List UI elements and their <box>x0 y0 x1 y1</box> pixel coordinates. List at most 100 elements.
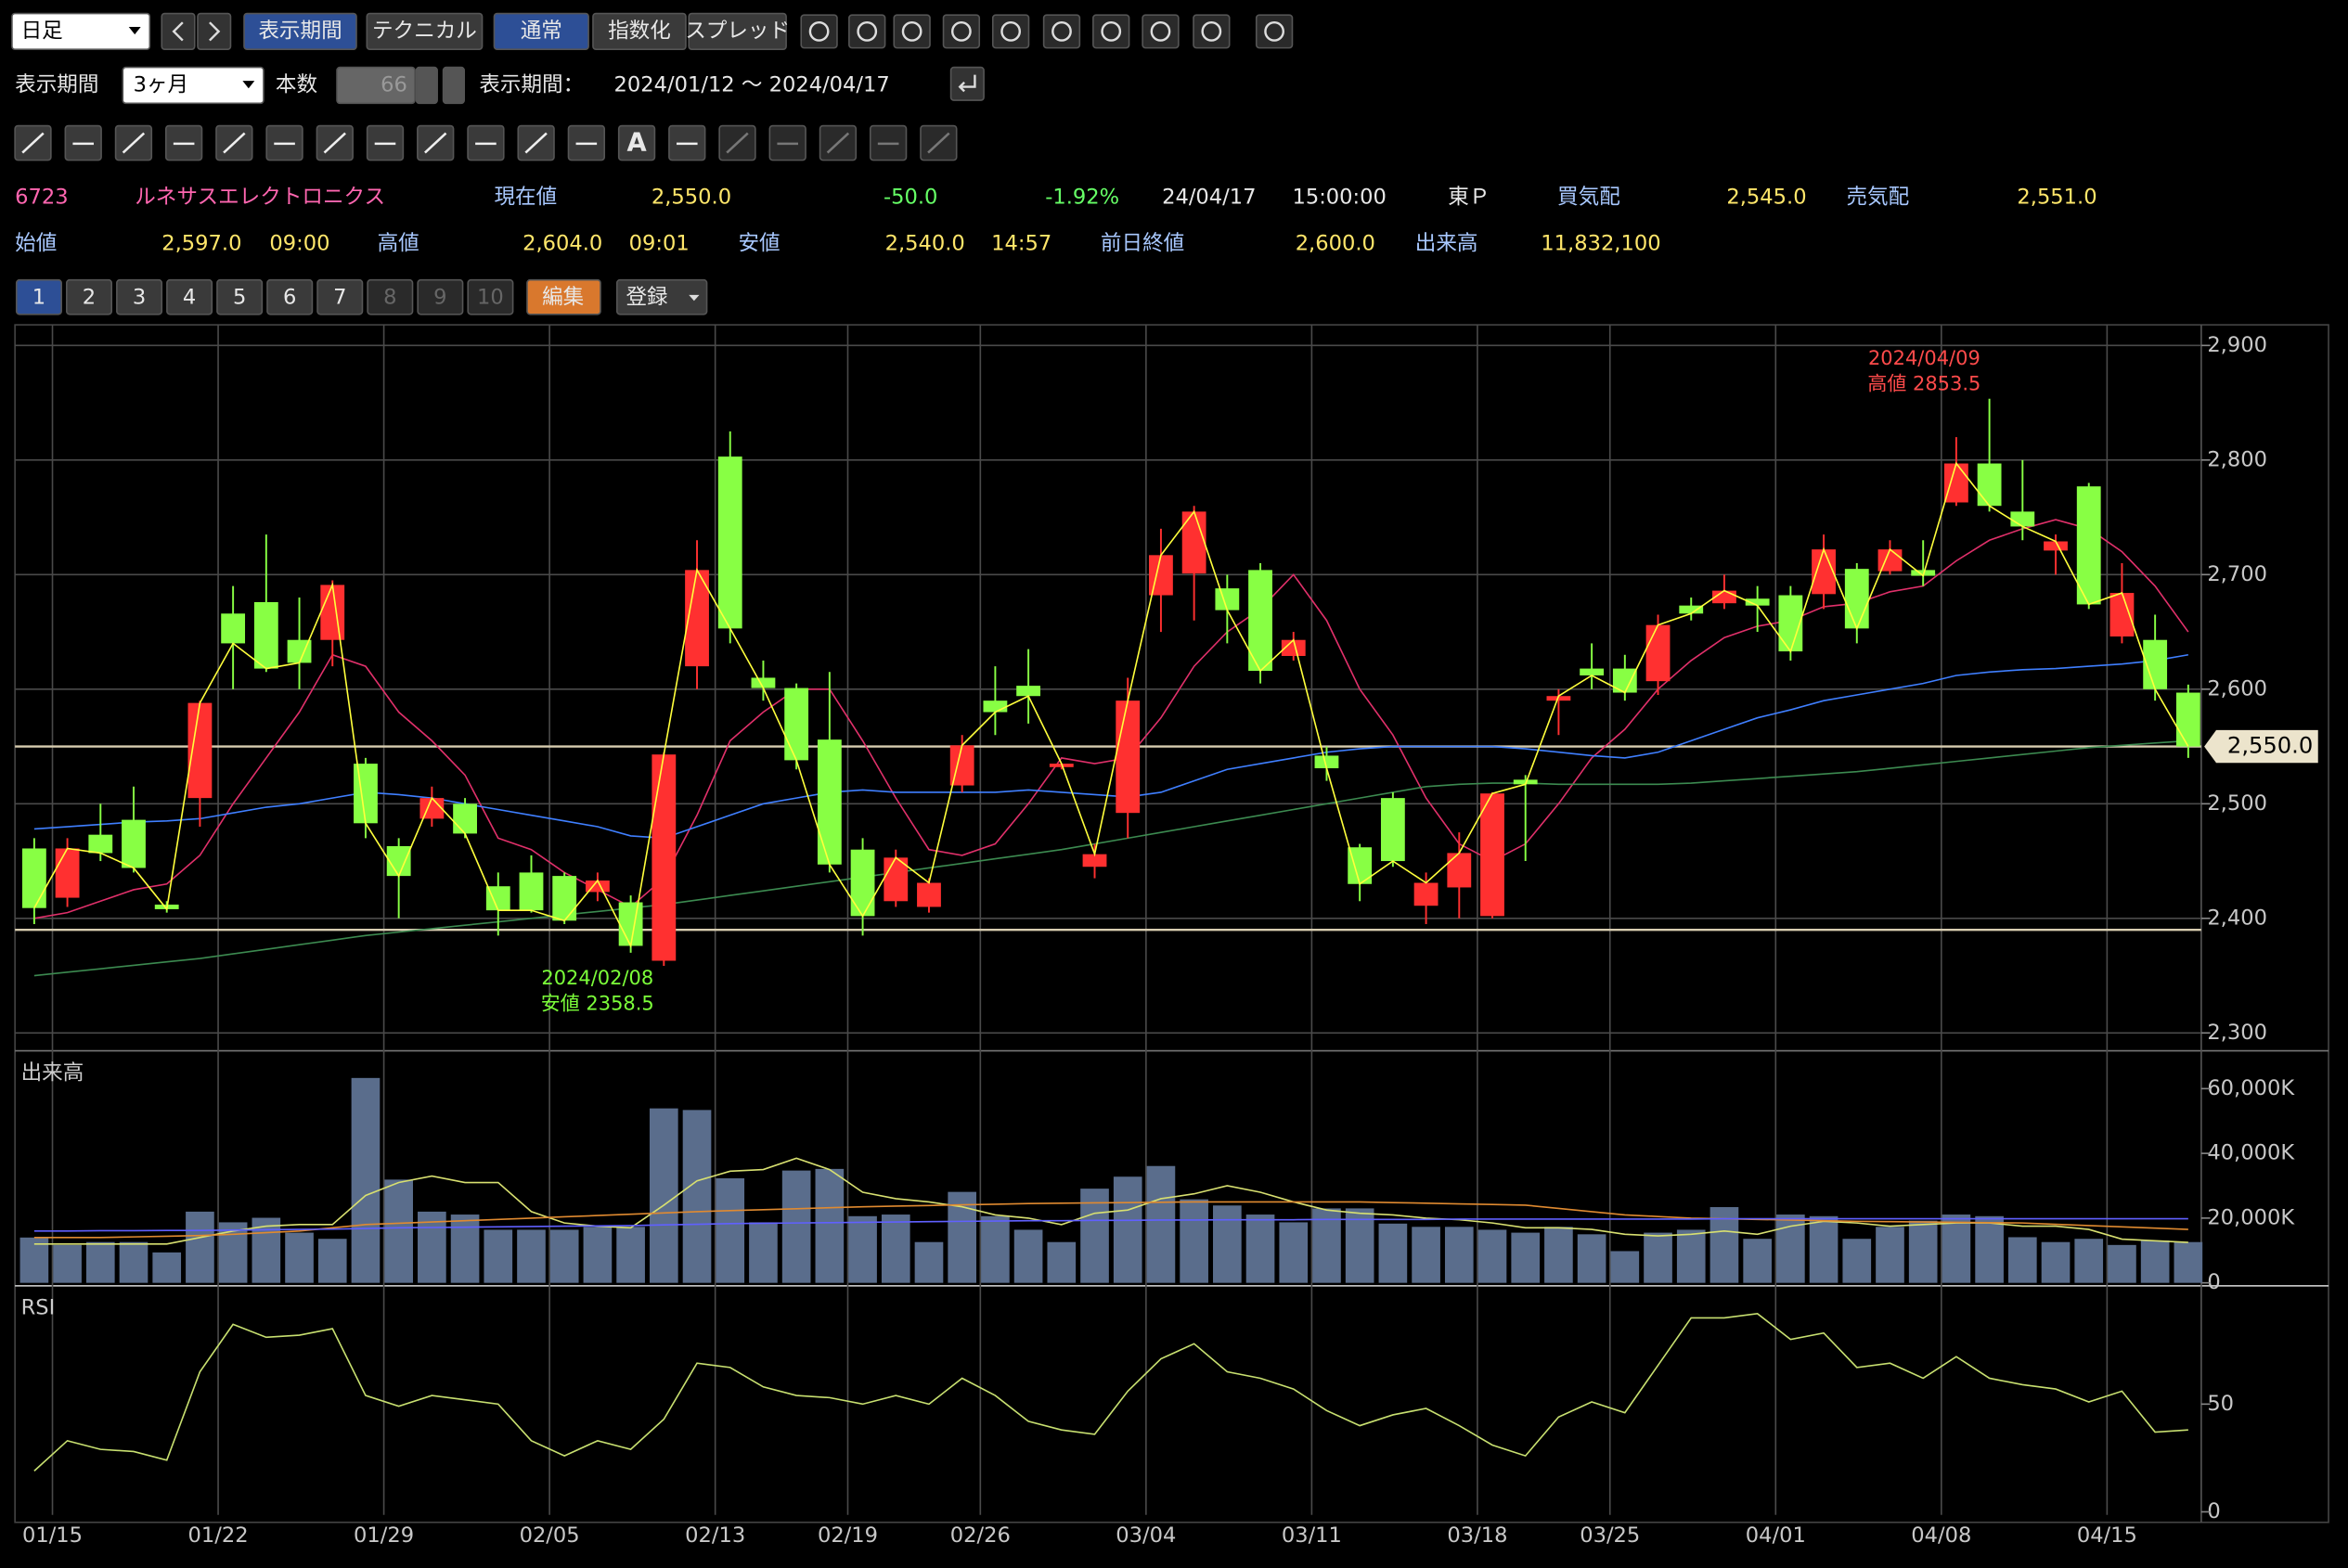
nav-button[interactable] <box>161 12 196 51</box>
toolbar-button[interactable] <box>366 12 484 51</box>
quote-field: -50.0 <box>884 185 937 209</box>
tool-icon[interactable] <box>991 14 1030 49</box>
candle-body <box>122 819 146 868</box>
toolbar-button-text: テクニカル <box>372 19 477 43</box>
toolbar-button[interactable] <box>243 12 357 51</box>
chart-tab[interactable] <box>316 278 364 315</box>
chart-tab[interactable] <box>467 278 514 315</box>
y-tick-label: 0 <box>2207 1499 2220 1523</box>
volume-bar <box>749 1222 778 1283</box>
candle-body <box>817 739 842 865</box>
dropdown-arrow <box>689 294 700 302</box>
count-spinner[interactable] <box>442 66 465 105</box>
register-button[interactable] <box>615 278 708 315</box>
candle-body <box>1380 798 1405 862</box>
volume-bar <box>85 1241 115 1283</box>
range-value: 2024/01/12 ～ 2024/04/17 <box>614 72 890 96</box>
candle-body <box>585 880 610 893</box>
average-line <box>33 1217 2188 1232</box>
volume-bar <box>1180 1199 1208 1283</box>
quote-field: 買気配 <box>1557 185 1620 209</box>
tool-icon[interactable] <box>800 14 838 49</box>
volume-bar <box>285 1232 314 1283</box>
panel-title: RSI <box>21 1296 56 1320</box>
candle-body <box>21 848 46 908</box>
return-button[interactable] <box>949 66 985 101</box>
candle-body <box>850 849 875 917</box>
volume-bar <box>1477 1229 1507 1283</box>
tool-icon[interactable] <box>1193 14 1231 49</box>
count-input[interactable] <box>336 66 416 105</box>
text-tool: A <box>626 128 647 157</box>
volume-bar <box>716 1177 745 1283</box>
volume-bar <box>1312 1208 1341 1283</box>
x-tick-label: 03/25 <box>1580 1523 1640 1548</box>
quote-field: 始値 <box>15 231 57 255</box>
chart-tab[interactable] <box>15 278 62 315</box>
range-select[interactable] <box>122 66 264 105</box>
volume-bar <box>119 1241 148 1283</box>
tool-icon[interactable] <box>1142 14 1180 49</box>
draw-tool[interactable] <box>617 124 656 161</box>
volume-bar <box>781 1170 811 1283</box>
quote-field: 24/04/17 <box>1162 185 1256 209</box>
candle-body <box>1513 779 1538 785</box>
candle-body <box>320 585 345 640</box>
price-tag-label: 2,550.0 <box>2227 733 2313 759</box>
tool-icon[interactable] <box>893 14 931 49</box>
tool-icon[interactable] <box>848 14 886 49</box>
volume-bar <box>1709 1207 1739 1283</box>
candle-body <box>751 677 776 688</box>
volume-bar <box>649 1108 678 1283</box>
x-tick-label: 03/04 <box>1116 1523 1176 1548</box>
icon-glyph <box>1101 20 1122 42</box>
candle-body <box>1580 668 1605 675</box>
toolbar-button[interactable] <box>592 12 687 51</box>
candle-body <box>1645 624 1671 682</box>
candle-body <box>2109 593 2135 637</box>
close-line <box>33 461 2189 948</box>
chart-tab[interactable] <box>166 278 213 315</box>
tool-glyph <box>826 132 850 154</box>
chart-tab[interactable] <box>216 278 264 315</box>
candle-body <box>1281 639 1306 657</box>
toolbar-button[interactable] <box>688 12 787 51</box>
volume-bar <box>1610 1251 1640 1283</box>
tool-icon[interactable] <box>1255 14 1294 49</box>
chart-tab[interactable] <box>116 278 163 315</box>
candle-body <box>717 456 742 629</box>
candle-body <box>1181 511 1206 574</box>
x-tick-label: 01/15 <box>22 1523 83 1548</box>
volume-bar <box>549 1229 579 1283</box>
tool-icon[interactable] <box>1092 14 1130 49</box>
toolbar-button[interactable] <box>493 12 589 51</box>
count-spinner[interactable] <box>415 66 438 105</box>
volume-bar <box>2007 1237 2037 1283</box>
quote-field: 安値 <box>738 231 780 255</box>
y-tick-label: 20,000K <box>2207 1205 2295 1229</box>
tool-icon[interactable] <box>942 14 981 49</box>
volume-bar <box>2074 1239 2104 1283</box>
nav-button[interactable] <box>197 12 232 51</box>
volume-bar <box>848 1215 877 1283</box>
tool-icon[interactable] <box>1042 14 1081 49</box>
annotation: 2024/02/08 <box>541 967 653 989</box>
x-tick-label: 03/18 <box>1447 1523 1507 1548</box>
chart-tab[interactable] <box>65 278 113 315</box>
candle-body <box>1546 696 1571 701</box>
chart-tab[interactable] <box>417 278 464 315</box>
chart-tab[interactable] <box>367 278 414 315</box>
panel-title: 出来高 <box>21 1060 84 1085</box>
candle-body <box>253 601 278 669</box>
edit-button[interactable] <box>526 278 601 315</box>
chart-tab-label: 7 <box>333 286 346 310</box>
chart-tab-label: 1 <box>32 286 45 310</box>
annotation: 2024/04/09 <box>1868 347 1980 369</box>
chart-tab[interactable] <box>266 278 314 315</box>
candle-body <box>55 848 80 898</box>
quote-field: 2,604.0 <box>522 231 602 255</box>
volume-bar <box>1544 1227 1573 1283</box>
period-select[interactable] <box>11 12 151 51</box>
volume-bar <box>1444 1227 1474 1283</box>
